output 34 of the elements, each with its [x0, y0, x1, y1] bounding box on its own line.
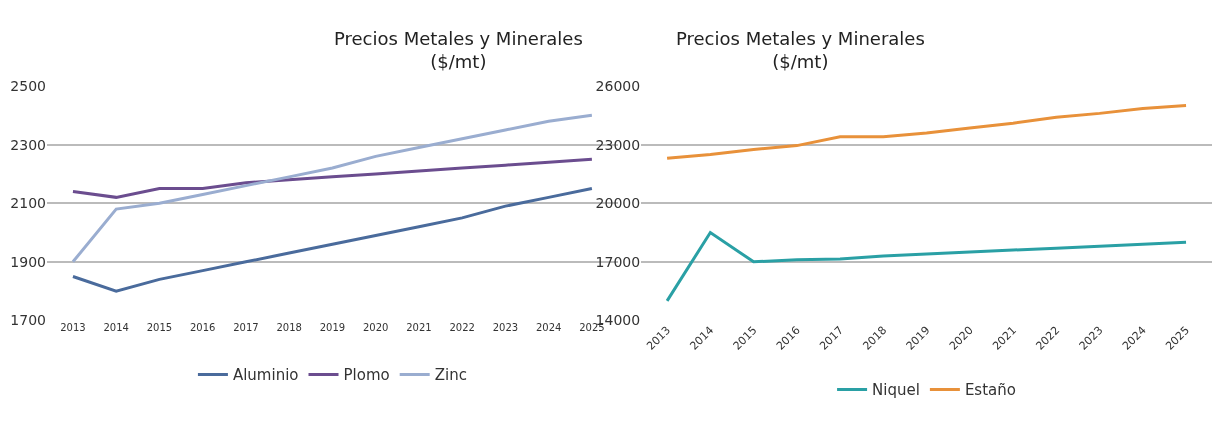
x-tick-label: 2018	[276, 322, 302, 334]
legend-label: Zinc	[434, 366, 467, 385]
y-tick-label: 2500	[10, 77, 46, 94]
y-tick-label: 2300	[10, 136, 46, 153]
x-tick-label: 2022	[449, 322, 475, 334]
y-tick-label: 20000	[595, 195, 641, 212]
line-series	[665, 104, 1188, 160]
x-tick-label: 2016	[189, 322, 216, 334]
y-tick-label: 2100	[10, 195, 46, 212]
legend-label: Plomo	[343, 366, 390, 385]
y-tick-label: 17000	[595, 253, 641, 270]
x-tick-label: 2017	[233, 322, 259, 334]
legend-label: Estaño	[964, 381, 1016, 400]
x-tick-label: 2025	[579, 322, 605, 334]
x-tick-label: 2024	[535, 322, 562, 334]
line-series	[665, 231, 1188, 303]
line-series	[71, 113, 594, 264]
y-tick-label: 1700	[10, 312, 46, 329]
y-tick-label: 23000	[595, 136, 641, 153]
x-tick-label: 2013	[60, 322, 86, 334]
chart-title: Precios Metales y Minerales ($/mt)	[676, 28, 925, 73]
x-tick-label: 2019	[319, 322, 346, 334]
chart-title: Precios Metales y Minerales ($/mt)	[334, 28, 583, 73]
line-series	[71, 157, 594, 199]
x-tick-label: 2021	[406, 322, 432, 334]
y-tick-label: 1900	[10, 253, 46, 270]
x-tick-label: 2015	[146, 322, 173, 334]
legend-label: Niquel	[872, 381, 920, 400]
x-tick-label: 2014	[103, 322, 129, 334]
y-tick-label: 26000	[595, 77, 641, 94]
line-series	[71, 187, 594, 293]
x-tick-label: 2020	[362, 322, 389, 334]
legend-label: Aluminio	[232, 366, 299, 385]
x-tick-label: 2023	[492, 322, 519, 334]
